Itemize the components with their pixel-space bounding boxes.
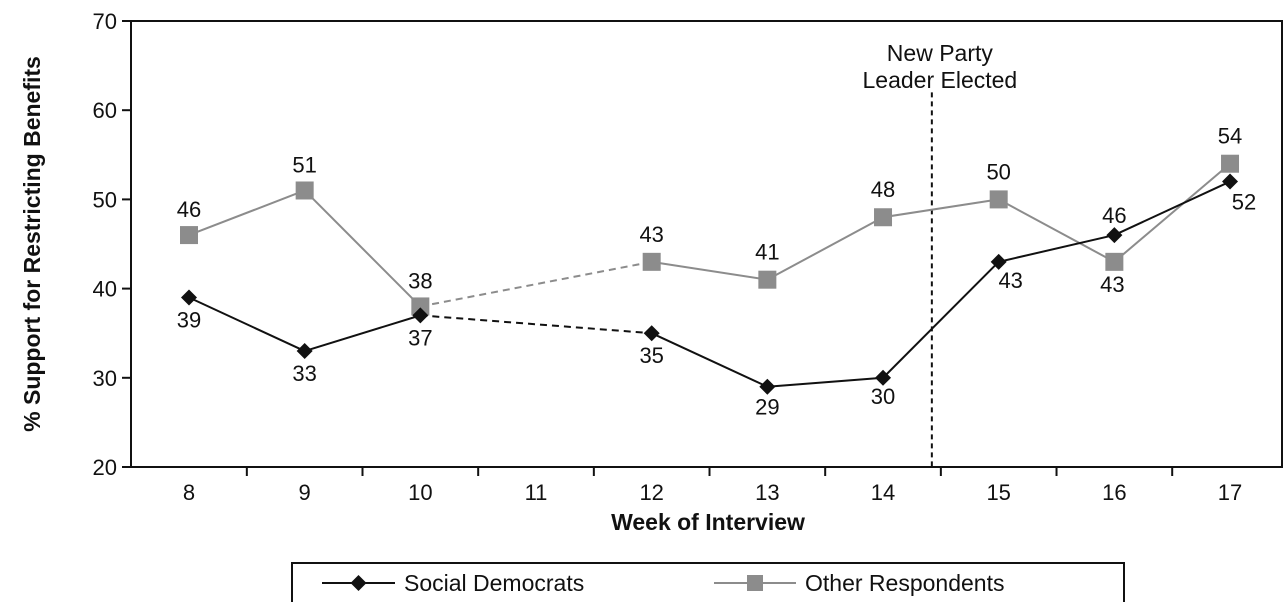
point-0-7	[990, 253, 1007, 270]
legend-label-other-respondents: Other Respondents	[805, 570, 1004, 596]
x-tick-label-10: 10	[408, 480, 432, 505]
plot-area	[130, 20, 1283, 468]
point-1-9	[1221, 154, 1240, 173]
point-1-5	[758, 270, 777, 289]
x-axis-title: Week of Interview	[611, 509, 805, 535]
data-label-0-7: 43	[998, 268, 1022, 293]
data-label-1-6: 48	[871, 177, 895, 202]
segment-0-2-4	[420, 314, 652, 335]
series-social-democrats: 39 33 37 35 29 30 43 46 52	[177, 173, 1256, 420]
y-tick-label-50: 50	[93, 187, 117, 212]
data-label-0-8: 46	[1102, 203, 1126, 228]
legend: Social Democrats Other Respondents	[291, 562, 1125, 602]
segment-0-5-6	[767, 376, 884, 388]
data-label-1-4: 43	[639, 222, 663, 247]
point-1-0	[180, 226, 198, 245]
segment-1-8-9	[1113, 162, 1231, 263]
legend-marker-social-democrats	[350, 575, 367, 591]
point-1-2	[411, 297, 430, 316]
segment-1-6-7	[882, 198, 999, 219]
segment-1-1-2	[303, 189, 422, 308]
x-tick-label-16: 16	[1102, 480, 1126, 505]
data-label-1-1: 51	[292, 152, 316, 177]
point-0-8	[1106, 227, 1123, 244]
y-tick-label-40: 40	[93, 277, 117, 302]
x-tick-label-12: 12	[639, 480, 663, 505]
x-tick-label-13: 13	[755, 480, 779, 505]
data-label-1-8: 43	[1100, 272, 1124, 297]
segment-1-2-4	[420, 260, 652, 308]
point-0-0	[181, 289, 197, 306]
y-tick-label-70: 70	[93, 9, 117, 34]
point-1-1	[295, 181, 314, 200]
y-tick-label-60: 60	[93, 98, 117, 123]
legend-label-social-democrats: Social Democrats	[404, 570, 584, 596]
data-label-1-7: 50	[986, 159, 1010, 184]
data-label-0-9: 52	[1232, 190, 1256, 215]
x-tick-label-9: 9	[299, 480, 311, 505]
data-label-1-9: 54	[1218, 124, 1242, 149]
point-0-5	[759, 378, 776, 395]
segment-0-1-2	[304, 314, 421, 352]
x-tick-label-14: 14	[871, 480, 895, 505]
series-layer: 46 51 38 43 41 48 50 43 54 39 33 37 35 29 30 43 46 52	[177, 124, 1257, 420]
y-axis-title: % Support for Restricting Benefits	[19, 56, 45, 432]
data-label-0-5: 29	[755, 395, 779, 420]
point-0-1	[296, 343, 313, 360]
y-tick-label-20: 20	[93, 455, 117, 480]
segment-0-6-7	[882, 261, 1000, 379]
data-label-1-2: 38	[408, 268, 432, 293]
data-label-0-1: 33	[292, 361, 316, 386]
data-label-1-0: 46	[177, 197, 201, 222]
data-label-0-2: 37	[408, 325, 432, 350]
point-0-2	[412, 307, 429, 324]
data-label-0-4: 35	[639, 343, 663, 368]
segment-0-0-1	[188, 296, 306, 352]
annotation-line-2: Leader Elected	[862, 67, 1017, 93]
point-1-8	[1105, 252, 1124, 271]
x-tick-label-17: 17	[1218, 480, 1242, 505]
segment-1-4-5	[651, 260, 768, 281]
x-tick-label-8: 8	[183, 480, 195, 505]
annotation-line-1: New Party	[887, 40, 994, 66]
series-other-respondents: 46 51 38 43 41 48 50 43 54	[177, 124, 1242, 316]
x-axis: 8 9 10 11 12 13 14 15 16 17	[183, 467, 1242, 505]
point-0-6	[875, 369, 892, 386]
segment-0-7-8	[998, 234, 1115, 263]
x-tick-label-15: 15	[986, 480, 1010, 505]
segment-0-8-9	[1113, 180, 1231, 236]
data-label-0-6: 30	[871, 384, 895, 409]
point-1-7	[989, 190, 1008, 209]
point-1-4	[642, 252, 661, 271]
segment-1-7-8	[998, 198, 1115, 263]
legend-marker-other-respondents	[747, 575, 763, 591]
segment-1-0-1	[188, 189, 306, 237]
legend-box	[291, 562, 1125, 602]
segment-1-5-6	[766, 216, 884, 281]
data-label-1-5: 41	[755, 240, 779, 265]
segment-0-4-5	[651, 332, 768, 388]
point-1-6	[874, 208, 893, 227]
point-0-4	[643, 325, 660, 342]
data-label-0-0: 39	[177, 308, 201, 333]
x-tick-label-11: 11	[525, 480, 548, 505]
y-axis: 20 30 40 50 60 70	[93, 9, 131, 480]
y-tick-label-30: 30	[93, 366, 117, 391]
point-0-9	[1222, 173, 1239, 190]
